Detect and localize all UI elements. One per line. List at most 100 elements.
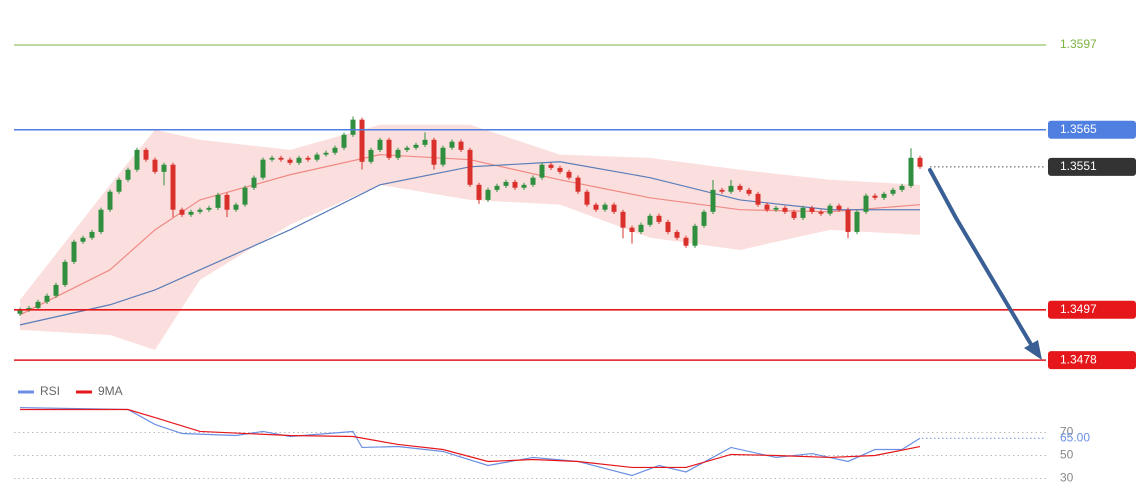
level-label: 1.3597 — [1060, 37, 1097, 51]
candle-body — [458, 141, 464, 150]
level-label: 1.3497 — [1060, 302, 1097, 316]
candle-body — [215, 194, 221, 208]
candle-body — [854, 211, 860, 232]
candle-body — [323, 152, 329, 155]
level-label-box — [1048, 351, 1136, 370]
candle-body — [836, 205, 842, 210]
last-price-box — [1048, 157, 1136, 176]
candle-body — [242, 187, 248, 205]
candle-body — [728, 185, 734, 192]
last-price-label: 1.3551 — [1060, 159, 1097, 173]
level-label-box — [1048, 120, 1136, 139]
candle-body — [449, 141, 455, 148]
candle-body — [494, 185, 500, 190]
arrow-head — [1024, 340, 1042, 360]
candle-body — [314, 154, 320, 160]
candle-body — [80, 237, 86, 242]
candle-body — [476, 184, 482, 200]
candle-body — [26, 307, 32, 310]
candle-body — [539, 164, 545, 178]
candle-body — [647, 215, 653, 225]
candle-body — [629, 227, 635, 232]
candle-body — [674, 231, 680, 238]
candle-body — [62, 261, 68, 285]
candle-body — [530, 177, 536, 185]
candle-body — [602, 204, 608, 210]
candle-body — [845, 209, 851, 232]
candle-body — [710, 189, 716, 212]
candle-body — [188, 211, 194, 215]
candle-body — [557, 167, 563, 172]
candle-body — [98, 209, 104, 232]
candle-body — [341, 134, 347, 148]
candle-body — [53, 284, 59, 296]
bollinger-band — [20, 124, 920, 351]
candle-body — [71, 241, 77, 262]
candle-body — [611, 204, 617, 212]
candle-body — [260, 159, 266, 178]
candle-body — [467, 149, 473, 185]
candle-body — [116, 179, 122, 192]
candle-body — [206, 207, 212, 210]
candle-body — [566, 171, 572, 178]
arrow-line — [928, 168, 1034, 348]
candle-body — [809, 207, 815, 212]
candle-body — [287, 159, 293, 163]
candle-body — [233, 204, 239, 210]
candle-body — [773, 207, 779, 210]
candle-body — [863, 195, 869, 212]
candle-body — [170, 164, 176, 210]
moving-average — [19, 161, 920, 326]
candle-body — [368, 149, 374, 162]
candle-body — [89, 231, 95, 238]
candle-body — [683, 237, 689, 246]
candle-body — [422, 139, 428, 145]
candle-body — [791, 211, 797, 218]
candle-body — [548, 164, 554, 168]
candle-body — [350, 119, 356, 135]
candle-layer — [17, 116, 923, 316]
candle-body — [161, 164, 167, 172]
rsi-pane: 30 50 70 RSI 9MA 65.00 — [14, 384, 1090, 485]
candle-body — [278, 157, 284, 160]
candle-body — [386, 139, 392, 158]
candle-body — [413, 144, 419, 148]
y-tick-label: 70 — [1060, 425, 1074, 439]
y-tick-label: 50 — [1060, 448, 1074, 462]
candle-body — [332, 147, 338, 153]
candle-body — [800, 207, 806, 218]
candle-body — [620, 211, 626, 228]
candle-body — [575, 177, 581, 192]
candle-body — [917, 157, 923, 167]
candle-body — [251, 177, 257, 188]
candle-body — [296, 157, 302, 163]
candle-body — [224, 194, 230, 210]
indicator-line — [20, 408, 921, 469]
candle-body — [665, 221, 671, 232]
candle-body — [197, 209, 203, 212]
candle-body — [512, 181, 518, 188]
candle-body — [881, 193, 887, 198]
candle-body — [782, 207, 788, 212]
candle-body — [485, 189, 491, 200]
forecast-arrow — [928, 168, 1042, 360]
candle-body — [521, 184, 527, 188]
candle-body — [746, 189, 752, 194]
legend-label: 9MA — [98, 384, 123, 398]
legend-label: RSI — [40, 384, 60, 398]
candle-body — [890, 189, 896, 194]
candle-body — [269, 157, 275, 160]
level-label: 1.3565 — [1060, 122, 1097, 136]
candle-body — [143, 149, 149, 160]
last-value-label: 65.00 — [1060, 430, 1090, 444]
candle-body — [908, 157, 914, 186]
level-label-box — [1048, 300, 1136, 319]
candle-body — [179, 209, 185, 215]
candle-body — [899, 185, 905, 190]
candle-body — [395, 149, 401, 158]
candle-body — [719, 189, 725, 192]
band-layer — [19, 124, 921, 351]
candle-body — [584, 191, 590, 205]
candle-body — [107, 191, 113, 210]
